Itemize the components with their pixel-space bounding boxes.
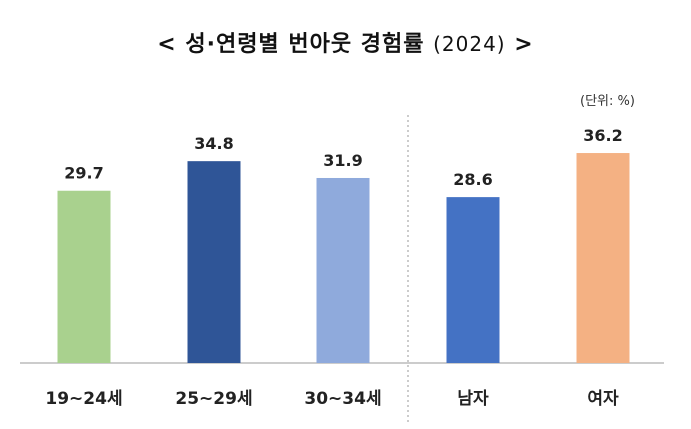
bar-4 — [446, 197, 500, 363]
value-label-2: 34.8 — [194, 134, 233, 153]
bar-5 — [576, 153, 630, 363]
title-suffix: > — [514, 32, 534, 57]
bar-3 — [316, 177, 370, 363]
title-prefix: < — [157, 32, 177, 57]
bar-2 — [187, 161, 241, 363]
value-label-3: 31.9 — [323, 151, 362, 170]
value-label-4: 28.6 — [453, 170, 492, 189]
bar-1 — [57, 190, 111, 363]
category-label-1: 19~24세 — [45, 389, 122, 409]
category-label-5: 여자 — [587, 389, 619, 409]
title-year: (2024) — [433, 32, 506, 56]
unit-label: (단위: %) — [580, 94, 635, 109]
title-text: 성·연령별 번아웃 경험률 — [185, 32, 425, 57]
value-label-5: 36.2 — [583, 126, 622, 145]
chart-title: < 성·연령별 번아웃 경험률 (2024) > — [0, 26, 691, 58]
category-label-3: 30~34세 — [304, 389, 381, 409]
value-label-1: 29.7 — [64, 164, 103, 183]
category-label-2: 25~29세 — [175, 389, 252, 409]
category-label-4: 남자 — [457, 389, 489, 409]
